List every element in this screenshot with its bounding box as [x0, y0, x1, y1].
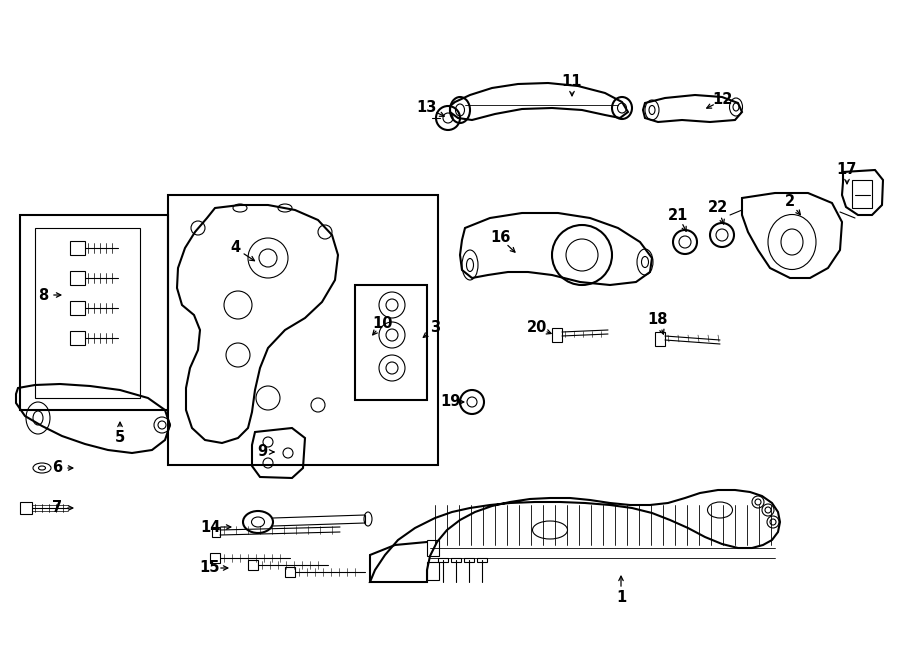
Bar [427, 540, 439, 556]
Bar [248, 560, 258, 570]
Text: 14: 14 [200, 520, 220, 535]
Text: 1: 1 [616, 590, 626, 605]
Text: 13: 13 [417, 100, 437, 116]
Bar [70, 241, 85, 255]
Bar [552, 328, 562, 342]
Bar [20, 215, 168, 410]
Text: 7: 7 [52, 500, 62, 516]
Bar [438, 558, 448, 562]
Text: 12: 12 [713, 93, 734, 108]
Bar [285, 567, 295, 577]
Bar [70, 271, 85, 285]
Bar [852, 180, 872, 208]
Text: 20: 20 [526, 321, 547, 336]
Bar [427, 562, 439, 580]
Text: 18: 18 [648, 313, 668, 327]
Bar [20, 502, 32, 514]
Text: 6: 6 [52, 461, 62, 475]
Bar [464, 558, 474, 562]
Bar [210, 553, 220, 563]
Text: 15: 15 [200, 561, 220, 576]
Bar [355, 285, 427, 400]
Bar [70, 331, 85, 345]
Text: 11: 11 [562, 75, 582, 89]
Text: 8: 8 [38, 288, 48, 303]
Bar [212, 527, 220, 537]
Bar [70, 301, 85, 315]
Text: 21: 21 [668, 208, 688, 223]
Text: 3: 3 [430, 321, 440, 336]
Text: 2: 2 [785, 194, 795, 210]
Text: 16: 16 [490, 231, 510, 245]
Text: 17: 17 [837, 163, 857, 178]
Bar [451, 558, 461, 562]
Text: 19: 19 [440, 395, 460, 410]
Text: 9: 9 [256, 444, 267, 459]
Text: 22: 22 [708, 200, 728, 215]
Bar [168, 195, 438, 465]
Bar [477, 558, 487, 562]
Bar [655, 332, 665, 346]
Bar [35, 228, 140, 398]
Text: 5: 5 [115, 430, 125, 444]
Text: 10: 10 [373, 315, 393, 330]
Text: 4: 4 [230, 241, 240, 256]
